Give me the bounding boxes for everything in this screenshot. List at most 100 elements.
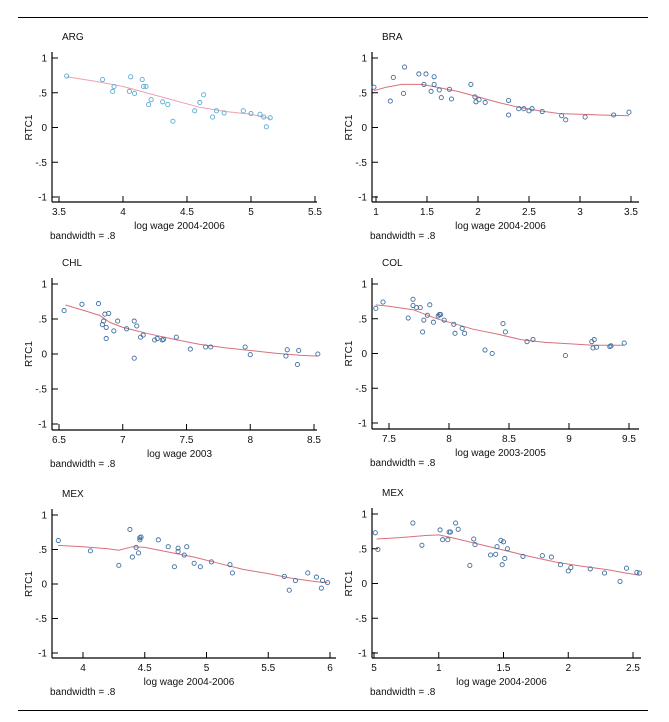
data-point	[423, 71, 429, 77]
x-axis-title: log wage 2004-2006	[134, 221, 225, 232]
data-point	[133, 544, 139, 550]
x-tick-label: 2	[565, 663, 571, 674]
data-point	[315, 351, 321, 357]
y-tick-label: 1	[41, 280, 47, 291]
y-tick-label: .5	[359, 314, 368, 325]
y-tick-label: 0	[41, 580, 47, 591]
y-axis-title: RTC1	[344, 570, 355, 596]
y-axis-title: RTC1	[344, 114, 355, 140]
data-point	[103, 336, 109, 342]
data-point	[447, 529, 453, 535]
data-point	[455, 526, 461, 532]
data-point	[565, 568, 571, 574]
data-point	[506, 97, 512, 103]
x-tick-label: 8.5	[307, 435, 321, 446]
data-point	[197, 99, 203, 106]
x-axis-title: log wage 2004-2006	[456, 677, 547, 688]
panel-title: BRA	[382, 32, 403, 43]
x-axis-title: log wage 2004-2006	[455, 221, 546, 232]
data-point	[227, 562, 233, 568]
data-point	[99, 76, 106, 83]
data-point	[267, 115, 273, 121]
data-point	[165, 102, 171, 108]
data-point	[453, 520, 459, 526]
data-point	[127, 526, 133, 533]
data-point	[482, 99, 488, 106]
data-point	[601, 570, 608, 576]
x-tick-label: 5	[371, 663, 377, 674]
data-point	[516, 106, 522, 112]
data-point	[165, 544, 171, 550]
data-point	[608, 343, 614, 349]
data-point	[410, 520, 416, 526]
y-tick-label: 0	[41, 123, 47, 134]
x-tick-label: 9.5	[622, 434, 636, 445]
data-point	[387, 98, 393, 104]
y-tick-label: 0	[41, 350, 47, 361]
y-tick-label: 1	[361, 54, 367, 65]
data-point	[504, 546, 510, 552]
bottom-rule	[18, 710, 648, 711]
data-point	[626, 109, 632, 115]
data-point	[191, 560, 197, 566]
data-point	[498, 537, 504, 543]
data-point	[248, 111, 254, 117]
x-tick-label: 4	[120, 207, 126, 218]
data-point	[375, 546, 381, 552]
data-point	[431, 81, 437, 87]
data-point	[148, 97, 154, 103]
data-point	[421, 317, 427, 323]
data-point	[171, 564, 177, 570]
x-tick-label: 2	[475, 207, 481, 218]
data-point	[203, 344, 209, 350]
data-point	[201, 92, 207, 98]
x-tick-label: 1.5	[497, 663, 511, 674]
data-point	[210, 114, 216, 120]
data-point	[487, 552, 494, 558]
bandwidth-note: bandwidth = .8	[370, 687, 436, 698]
data-point	[242, 344, 248, 350]
y-tick-label: -1	[358, 649, 367, 660]
data-point	[131, 90, 138, 96]
data-point	[146, 102, 152, 108]
y-axis-title: RTC1	[24, 571, 35, 597]
data-point	[438, 312, 444, 318]
y-tick-label: 0	[361, 349, 367, 360]
x-tick-label: 1.5	[420, 207, 434, 218]
data-point	[95, 301, 102, 307]
data-point	[568, 564, 574, 571]
data-point	[405, 315, 411, 321]
lowess-curve	[376, 534, 640, 576]
data-point	[170, 118, 176, 124]
data-point	[111, 328, 117, 334]
data-point	[416, 71, 422, 77]
data-point	[294, 361, 300, 368]
data-point	[430, 319, 436, 325]
data-point	[175, 545, 181, 551]
data-point	[103, 324, 109, 330]
data-point	[213, 108, 219, 114]
data-point	[261, 114, 267, 120]
data-point	[521, 106, 527, 112]
data-point	[320, 578, 326, 584]
data-point	[467, 562, 473, 568]
data-point	[115, 318, 121, 324]
data-point	[143, 83, 149, 90]
data-point	[305, 570, 311, 576]
x-tick-label: 2.5	[522, 207, 536, 218]
data-point	[263, 124, 269, 130]
y-tick-label: .5	[39, 88, 48, 99]
data-point	[138, 534, 144, 540]
data-point	[410, 296, 416, 302]
data-point	[131, 355, 137, 361]
data-point	[417, 305, 423, 311]
x-tick-label: 8.5	[502, 434, 516, 445]
data-point	[240, 108, 246, 114]
data-point	[160, 336, 167, 342]
panel-title: ARG	[62, 32, 84, 43]
data-point	[414, 305, 420, 311]
y-tick-label: 1	[361, 510, 367, 521]
data-point	[591, 337, 597, 343]
